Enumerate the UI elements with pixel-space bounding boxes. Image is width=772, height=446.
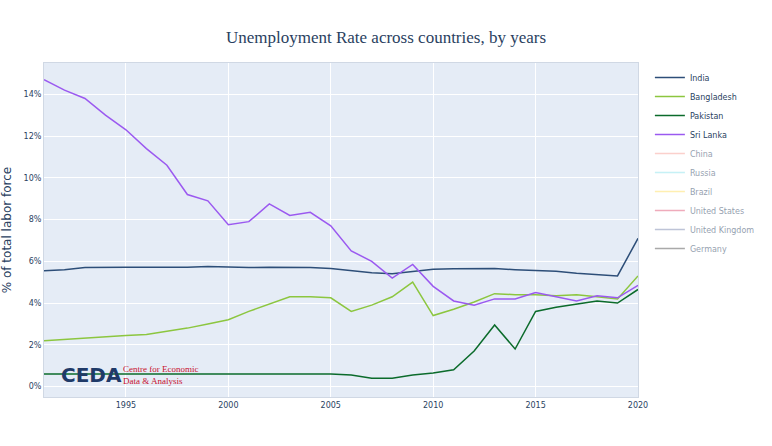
- svg-text:2020: 2020: [628, 401, 648, 410]
- svg-text:0%: 0%: [29, 382, 42, 391]
- svg-text:Pakistan: Pakistan: [690, 112, 724, 121]
- svg-text:China: China: [690, 150, 713, 159]
- svg-text:United States: United States: [690, 207, 744, 216]
- svg-text:2010: 2010: [423, 401, 443, 410]
- svg-text:India: India: [690, 74, 710, 83]
- svg-text:14%: 14%: [24, 90, 42, 99]
- svg-text:Germany: Germany: [690, 245, 727, 254]
- svg-text:% of total labor force: % of total labor force: [0, 167, 14, 293]
- svg-text:6%: 6%: [29, 257, 42, 266]
- svg-text:CEDA: CEDA: [61, 363, 122, 387]
- svg-text:Unemployment Rate across count: Unemployment Rate across countries, by y…: [226, 28, 546, 47]
- svg-text:Russia: Russia: [690, 169, 716, 178]
- svg-text:Bangladesh: Bangladesh: [690, 93, 737, 102]
- svg-text:2015: 2015: [525, 401, 545, 410]
- svg-text:8%: 8%: [29, 215, 42, 224]
- svg-text:12%: 12%: [24, 132, 42, 141]
- svg-text:10%: 10%: [24, 174, 42, 183]
- svg-text:Centre for EconomicData & Anal: Centre for EconomicData & Analysis: [123, 364, 198, 386]
- svg-text:2000: 2000: [218, 401, 238, 410]
- svg-text:Brazil: Brazil: [690, 188, 712, 197]
- svg-text:2%: 2%: [29, 341, 42, 350]
- svg-text:4%: 4%: [29, 299, 42, 308]
- svg-text:1995: 1995: [116, 401, 136, 410]
- svg-text:United Kingdom: United Kingdom: [690, 226, 754, 235]
- svg-text:2005: 2005: [321, 401, 341, 410]
- svg-text:Sri Lanka: Sri Lanka: [690, 131, 727, 140]
